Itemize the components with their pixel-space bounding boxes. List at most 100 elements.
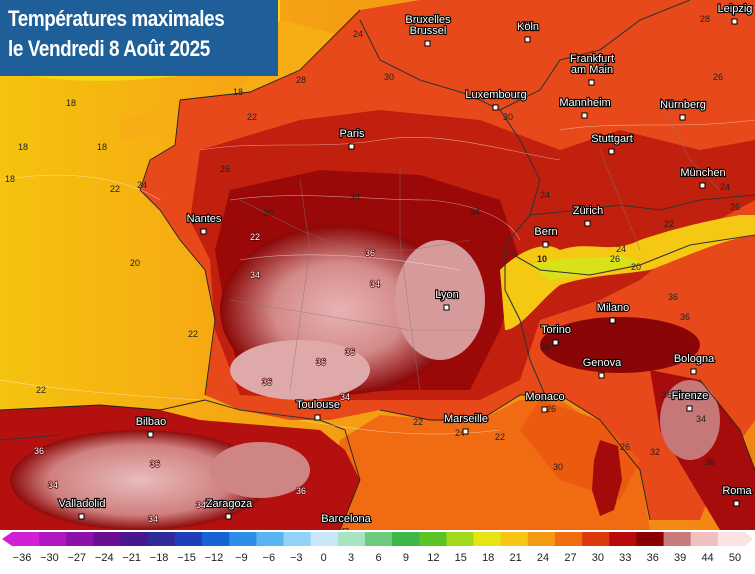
isotherm-label: 22	[188, 329, 198, 339]
city-munchen-dot	[699, 182, 706, 189]
city-bilbao-dot	[147, 431, 154, 438]
isotherm-label: 24	[540, 190, 550, 200]
city-zurich-marker: Zürich	[572, 204, 604, 227]
city-bruxelles-label-line2: Brussel	[410, 25, 447, 37]
city-valladolid-label: Valladolid	[59, 498, 106, 510]
scale-swatch	[392, 532, 420, 546]
city-paris-marker: Paris	[338, 127, 366, 150]
alps-cool-band	[500, 215, 755, 330]
scale-arrow-high	[745, 532, 753, 546]
region-borders	[229, 99, 721, 391]
city-bologna-label: Bologna	[674, 353, 715, 365]
city-frankfurt-dot	[588, 79, 595, 86]
scale-tick-label: 3	[348, 552, 354, 564]
city-firenze-dot	[686, 405, 693, 412]
color-scale-bar: −36 −30 −27 −24 −21 −18 −15 −12 −9 −6 −3 0 3 6 9 12 15 18…	[2, 532, 753, 564]
city-stuttgart-marker: Stuttgart	[590, 132, 634, 155]
city-genova-marker: Genova	[582, 356, 623, 379]
city-valladolid-marker: Valladolid	[57, 497, 107, 520]
isotherm-label: 22	[110, 184, 120, 194]
city-luxembourg-marker: Luxembourg	[464, 88, 528, 111]
isotherm-label: 30	[553, 462, 563, 472]
scale-tick-label: 50	[729, 552, 741, 564]
scale-tick-label: 36	[647, 552, 659, 564]
scale-tick-label: 15	[455, 552, 467, 564]
isotherm-label: 26	[713, 72, 723, 82]
scale-swatch	[174, 532, 203, 546]
scale-swatch	[283, 532, 312, 546]
scale-swatch	[364, 532, 393, 546]
scale-tick-label: 0	[321, 552, 327, 564]
scale-swatch	[636, 532, 665, 546]
city-roma-marker: Roma	[721, 484, 754, 507]
scale-tick-label: −21	[122, 552, 141, 564]
temperature-color-scale: −36 −30 −27 −24 −21 −18 −15 −12 −9 −6 −3 0 3 6 9 12 15 18…	[0, 530, 755, 574]
city-genova-dot	[598, 372, 605, 379]
scale-swatch	[690, 532, 719, 546]
city-lyon-marker: Lyon	[434, 288, 460, 311]
isotherm-label: 24	[137, 180, 147, 190]
city-leipzig-label: Leipzig	[718, 3, 753, 15]
city-valladolid-dot	[78, 513, 85, 520]
scale-tick-label: −3	[290, 552, 303, 564]
city-koln-label: Köln	[517, 21, 539, 33]
isotherm-label: 20	[263, 208, 273, 218]
scale-tick-label: −9	[235, 552, 248, 564]
scale-tick-label: 6	[375, 552, 381, 564]
scale-tick-label: −15	[177, 552, 196, 564]
isotherm-label: 36	[34, 446, 44, 456]
scale-tick-label: 9	[403, 552, 409, 564]
po-valley-hot	[540, 317, 700, 373]
city-stuttgart-dot	[608, 148, 615, 155]
isotherm-label: 36	[365, 248, 375, 258]
scale-swatch	[256, 532, 284, 546]
scale-tick-label: 24	[537, 552, 549, 564]
isotherm-label: 26	[220, 164, 230, 174]
scale-swatch	[554, 532, 583, 546]
city-marseille-marker: Marseille	[443, 412, 489, 435]
city-monaco-marker: Monaco	[524, 390, 566, 413]
city-barcelona-marker: Barcelona	[320, 512, 373, 530]
scale-tick-label: 27	[564, 552, 576, 564]
isotherm-label: 36	[680, 312, 690, 322]
city-munchen-marker: München	[679, 166, 727, 189]
isotherm-label: 28	[700, 14, 710, 24]
isotherm-label: 24	[353, 29, 363, 39]
city-bern-label: Bern	[534, 226, 557, 238]
city-milano-marker: Milano	[596, 301, 630, 324]
scale-swatch	[66, 532, 94, 546]
scale-swatch	[229, 532, 257, 546]
hot-core-toulouse	[230, 340, 370, 400]
city-bilbao-label: Bilbao	[136, 416, 167, 428]
city-monaco-label: Monaco	[525, 391, 564, 403]
scale-arrow-low	[2, 532, 12, 546]
ebro-hot	[210, 442, 310, 498]
isotherm-label: 34	[540, 342, 550, 352]
map-title-line-2: le Vendredi 8 Août 2025	[8, 36, 210, 61]
alps-yellow-core	[530, 255, 640, 280]
city-barcelona-dot	[342, 528, 349, 530]
scale-swatch	[717, 532, 746, 546]
isotherm-label: 34	[196, 500, 206, 510]
city-torino-dot	[552, 339, 559, 346]
city-torino-label: Torino	[541, 324, 571, 336]
city-roma-label: Roma	[722, 485, 752, 497]
scale-tick-label: 33	[619, 552, 631, 564]
city-barcelona-label: Barcelona	[321, 513, 371, 525]
city-frankfurt-label-line2: am Main	[571, 64, 613, 76]
scale-tick-label: −27	[68, 552, 87, 564]
city-paris-label: Paris	[339, 128, 365, 140]
isotherm-label: 36	[662, 390, 672, 400]
scale-swatch	[39, 532, 67, 546]
scale-swatch	[609, 532, 637, 546]
corsica	[592, 440, 622, 516]
isotherm-label: 34	[250, 270, 260, 280]
isotherm-label: 30	[503, 112, 513, 122]
city-frankfurt-label: Frankfurt	[570, 53, 614, 65]
isotherm-label: 22	[495, 432, 505, 442]
scale-swatch	[120, 532, 149, 546]
city-leipzig-dot	[731, 18, 738, 25]
isotherm-label: 36	[296, 486, 306, 496]
